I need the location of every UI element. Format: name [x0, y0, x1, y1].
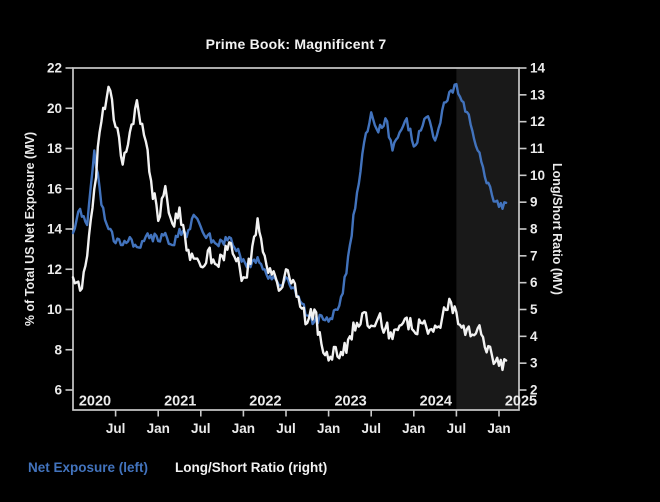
left-axis-tick-label: 14 — [47, 222, 63, 237]
right-axis-tick-label: 4 — [530, 329, 538, 344]
right-axis-tick-label: 7 — [530, 248, 538, 263]
x-axis-month-label: Jul — [447, 421, 467, 436]
right-axis-tick-label: 2 — [530, 383, 538, 398]
right-axis-tick-label: 6 — [530, 275, 538, 290]
left-axis-tick-label: 12 — [47, 262, 62, 277]
x-axis-month-label: Jul — [361, 421, 381, 436]
x-axis-month-label: Jul — [106, 421, 126, 436]
left-axis-tick-label: 8 — [54, 342, 62, 357]
left-axis-title: % of Total US Net Exposure (MV) — [23, 131, 37, 327]
right-axis-tick-label: 9 — [530, 195, 538, 210]
x-axis-year-label: 2023 — [334, 394, 366, 410]
left-axis-tick-label: 10 — [47, 302, 62, 317]
left-axis-tick-label: 18 — [47, 141, 63, 156]
legend-net-exposure: Net Exposure (left) — [28, 460, 149, 475]
right-axis-tick-label: 14 — [530, 61, 546, 76]
x-axis-year-label: 2021 — [164, 394, 196, 410]
x-axis-year-label: 2022 — [249, 394, 281, 410]
x-axis-year-label: 2024 — [420, 394, 452, 410]
net-exposure-line — [71, 82, 508, 326]
x-axis-year-label: 2020 — [79, 394, 111, 410]
right-axis-title: Long/Short Ratio (MV) — [550, 163, 564, 295]
recent-period-highlight — [456, 68, 519, 410]
x-axis-month-label: Jul — [191, 421, 211, 436]
x-axis-month-label: Jan — [317, 421, 340, 436]
x-axis-month-label: Jan — [147, 421, 170, 436]
left-axis-tick-label: 20 — [47, 101, 62, 116]
left-axis-tick-label: 6 — [54, 383, 62, 398]
left-axis-tick-label: 16 — [47, 181, 63, 196]
right-axis-tick-label: 11 — [530, 141, 545, 156]
right-axis-tick-label: 12 — [530, 114, 545, 129]
right-axis-tick-label: 5 — [530, 302, 538, 317]
legend-long-short-ratio: Long/Short Ratio (right) — [175, 460, 328, 475]
x-axis-month-label: Jul — [276, 421, 296, 436]
plot-frame — [72, 67, 520, 411]
x-axis-month-label: Jan — [232, 421, 255, 436]
right-axis-tick-label: 13 — [530, 87, 546, 102]
long-short-ratio-line — [71, 85, 508, 372]
left-axis-tick-label: 22 — [47, 61, 62, 76]
right-axis-tick-label: 10 — [530, 168, 545, 183]
right-axis-tick-label: 8 — [530, 222, 538, 237]
x-axis-month-label: Jan — [487, 421, 510, 436]
chart-title: Prime Book: Magnificent 7 — [205, 36, 387, 52]
x-axis-year-label: 2025 — [505, 394, 537, 410]
right-axis-tick-label: 3 — [530, 356, 538, 371]
x-axis-month-label: Jan — [402, 421, 425, 436]
